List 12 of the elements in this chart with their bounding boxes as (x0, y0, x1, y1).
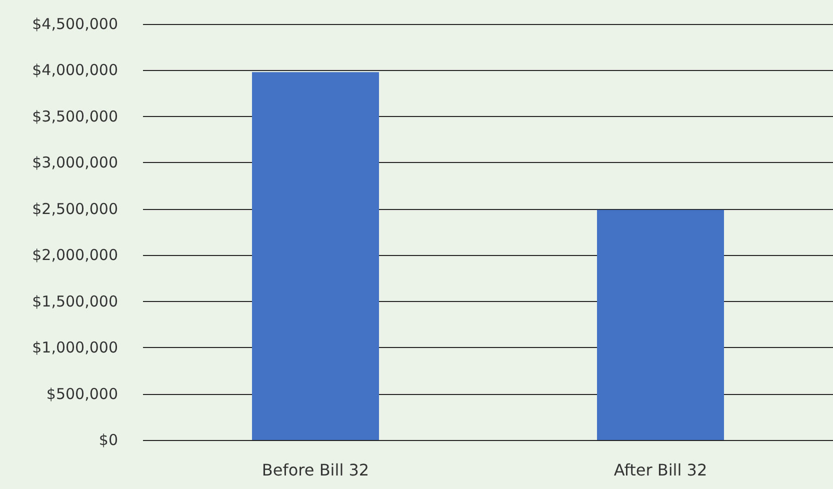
y-tick-label: $2,500,000 (32, 200, 118, 218)
y-tick-label: $1,000,000 (32, 338, 118, 357)
y-tick-label: $500,000 (46, 384, 118, 403)
y-tick-label: $4,500,000 (32, 15, 118, 33)
y-tick-label: $3,000,000 (32, 154, 118, 172)
y-tick-label: $3,500,000 (32, 107, 118, 126)
y-tick-label: $2,000,000 (32, 246, 118, 264)
y-tick-label: $1,500,000 (32, 292, 118, 310)
y-tick-label: $0 (98, 431, 118, 449)
y-tick-label: $4,000,000 (32, 61, 118, 80)
x-tick-label: Before Bill 32 (262, 460, 370, 480)
x-tick-label: After Bill 32 (614, 460, 708, 480)
